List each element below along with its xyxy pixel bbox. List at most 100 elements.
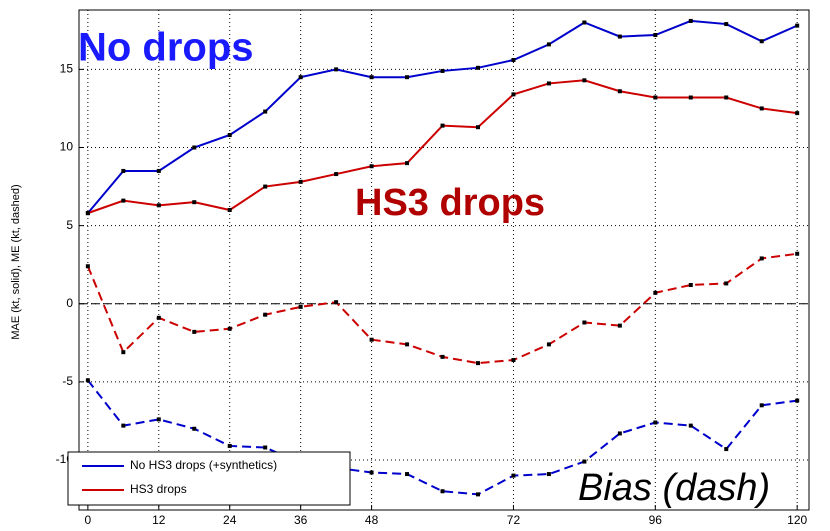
- x-tick-label: 36: [294, 513, 308, 527]
- point-marker: [405, 342, 410, 347]
- point-marker: [298, 179, 303, 184]
- point-marker: [475, 361, 480, 366]
- point-marker: [759, 403, 764, 408]
- x-tick-label: 96: [649, 513, 663, 527]
- point-marker: [617, 34, 622, 39]
- annotation: Bias (dash): [578, 467, 770, 509]
- point-marker: [263, 445, 268, 450]
- x-tick-label: 48: [365, 513, 379, 527]
- point-marker: [582, 20, 587, 25]
- point-marker: [511, 473, 516, 478]
- point-marker: [121, 168, 126, 173]
- point-marker: [405, 472, 410, 477]
- point-marker: [85, 211, 90, 216]
- point-marker: [759, 39, 764, 44]
- point-marker: [192, 329, 197, 334]
- point-marker: [653, 420, 658, 425]
- point-marker: [724, 95, 729, 100]
- point-marker: [688, 95, 693, 100]
- point-marker: [440, 489, 445, 494]
- point-marker: [263, 109, 268, 114]
- legend-box: [67, 451, 351, 506]
- y-tick-label: 15: [60, 62, 74, 76]
- point-marker: [795, 23, 800, 28]
- point-marker: [369, 470, 374, 475]
- point-marker: [369, 164, 374, 169]
- y-tick-label: 10: [60, 140, 74, 154]
- point-marker: [511, 358, 516, 362]
- x-tick-label: 72: [507, 513, 521, 527]
- x-tick-label: 12: [152, 513, 166, 527]
- point-marker: [334, 172, 339, 177]
- point-marker: [156, 315, 161, 320]
- point-marker: [546, 472, 551, 477]
- legend-label: HS3 drops: [130, 482, 187, 496]
- annotation: No drops: [78, 26, 254, 70]
- point-marker: [688, 18, 693, 23]
- point-marker: [688, 423, 693, 428]
- point-marker: [369, 337, 374, 342]
- point-marker: [475, 65, 480, 70]
- point-marker: [192, 200, 197, 205]
- point-marker: [334, 67, 339, 72]
- point-marker: [405, 161, 410, 166]
- annotation: HS3 drops: [355, 182, 545, 224]
- point-marker: [511, 92, 516, 97]
- point-marker: [121, 423, 126, 428]
- point-marker: [156, 417, 161, 422]
- x-tick-label: 24: [223, 513, 237, 527]
- point-marker: [85, 264, 90, 269]
- point-marker: [85, 378, 90, 383]
- point-marker: [263, 184, 268, 189]
- point-marker: [121, 350, 126, 355]
- point-marker: [192, 426, 197, 431]
- point-marker: [759, 256, 764, 261]
- point-marker: [795, 111, 800, 116]
- point-marker: [759, 106, 764, 111]
- point-marker: [724, 22, 729, 27]
- point-marker: [688, 283, 693, 287]
- point-marker: [653, 95, 658, 100]
- point-marker: [617, 323, 622, 328]
- point-marker: [227, 443, 232, 448]
- point-marker: [582, 320, 587, 325]
- point-marker: [546, 81, 551, 86]
- x-tick-label: 0: [85, 513, 92, 527]
- x-tick-label: 120: [787, 513, 807, 527]
- point-marker: [227, 133, 232, 137]
- point-marker: [298, 304, 303, 309]
- point-marker: [582, 459, 587, 464]
- point-marker: [724, 281, 729, 286]
- point-marker: [724, 447, 729, 452]
- y-tick-label: 5: [66, 218, 73, 232]
- point-marker: [795, 251, 800, 256]
- point-marker: [121, 198, 126, 203]
- point-marker: [405, 75, 410, 80]
- point-marker: [653, 33, 658, 37]
- legend-label: No HS3 drops (+synthetics): [130, 458, 277, 472]
- point-marker: [440, 123, 445, 128]
- point-marker: [440, 68, 445, 73]
- point-marker: [617, 89, 622, 94]
- plot-frame: [78, 9, 810, 511]
- y-axis-label: MAE (kt, solid), ME (kt, dashed): [10, 184, 22, 339]
- point-marker: [227, 208, 232, 212]
- y-tick-label: -5: [62, 374, 73, 388]
- point-marker: [334, 300, 339, 305]
- point-marker: [192, 145, 197, 150]
- point-marker: [546, 342, 551, 347]
- point-marker: [156, 203, 161, 208]
- point-marker: [156, 168, 161, 173]
- point-marker: [263, 312, 268, 317]
- point-marker: [546, 42, 551, 47]
- point-marker: [582, 78, 587, 83]
- point-marker: [475, 492, 480, 497]
- point-marker: [440, 354, 445, 359]
- point-marker: [475, 125, 480, 130]
- point-marker: [511, 58, 516, 62]
- me-line: [87, 379, 798, 496]
- point-marker: [227, 326, 232, 331]
- point-marker: [795, 398, 800, 403]
